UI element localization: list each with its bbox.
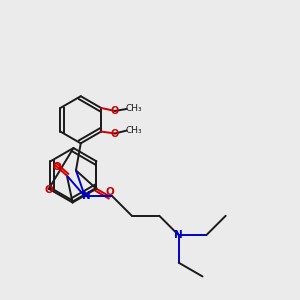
Text: O: O bbox=[111, 106, 119, 116]
Text: O: O bbox=[44, 185, 53, 195]
Text: N: N bbox=[82, 191, 90, 201]
Text: O: O bbox=[111, 128, 119, 139]
Text: CH₃: CH₃ bbox=[125, 104, 142, 113]
Text: O: O bbox=[53, 162, 62, 172]
Text: N: N bbox=[174, 230, 183, 240]
Text: O: O bbox=[106, 187, 114, 197]
Text: CH₃: CH₃ bbox=[125, 126, 142, 135]
